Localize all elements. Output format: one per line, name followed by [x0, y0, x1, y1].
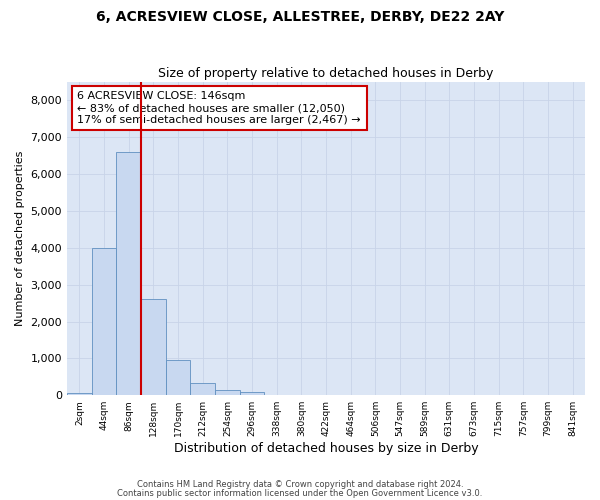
Text: Contains HM Land Registry data © Crown copyright and database right 2024.: Contains HM Land Registry data © Crown c…: [137, 480, 463, 489]
Bar: [67, 394, 92, 395]
Text: 6, ACRESVIEW CLOSE, ALLESTREE, DERBY, DE22 2AY: 6, ACRESVIEW CLOSE, ALLESTREE, DERBY, DE…: [96, 10, 504, 24]
Bar: [239, 392, 265, 395]
Text: 6 ACRESVIEW CLOSE: 146sqm
← 83% of detached houses are smaller (12,050)
17% of s: 6 ACRESVIEW CLOSE: 146sqm ← 83% of detac…: [77, 92, 361, 124]
Bar: [190, 382, 215, 395]
Bar: [141, 300, 166, 395]
X-axis label: Distribution of detached houses by size in Derby: Distribution of detached houses by size …: [174, 442, 478, 455]
Bar: [166, 360, 190, 395]
Bar: [215, 390, 239, 395]
Title: Size of property relative to detached houses in Derby: Size of property relative to detached ho…: [158, 66, 494, 80]
Text: Contains public sector information licensed under the Open Government Licence v3: Contains public sector information licen…: [118, 490, 482, 498]
Bar: [92, 248, 116, 395]
Bar: [116, 152, 141, 395]
Y-axis label: Number of detached properties: Number of detached properties: [15, 151, 25, 326]
